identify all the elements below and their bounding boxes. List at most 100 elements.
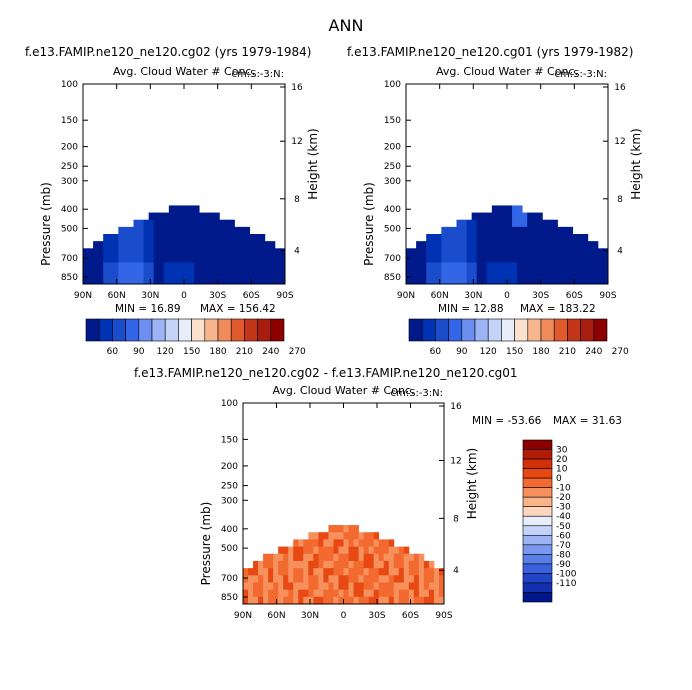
field-cell bbox=[471, 255, 478, 263]
field-cell bbox=[537, 241, 543, 249]
field-cell bbox=[471, 262, 478, 271]
field-cell bbox=[496, 262, 503, 271]
colorbar-2-box bbox=[522, 544, 553, 555]
field-cell bbox=[93, 269, 99, 278]
field-cell bbox=[269, 255, 276, 263]
field-cell bbox=[542, 219, 548, 228]
field-cell bbox=[476, 269, 483, 278]
colorbar-2-box bbox=[522, 554, 553, 565]
field-cell bbox=[194, 241, 200, 249]
field-cell bbox=[168, 262, 175, 271]
panel-2-y-tick-label: 200 bbox=[221, 462, 238, 472]
field-cell bbox=[173, 212, 180, 221]
field-cell bbox=[273, 596, 279, 605]
field-cell bbox=[431, 248, 437, 256]
field-cell bbox=[537, 276, 543, 285]
field-cell bbox=[209, 241, 215, 249]
field-cell bbox=[133, 234, 139, 242]
field-cell bbox=[348, 589, 354, 598]
field-cell bbox=[168, 269, 175, 278]
panel-title-cg02: f.e13.FAMIP.ne120_ne120.cg02 (yrs 1979-1… bbox=[25, 45, 312, 59]
field-cell bbox=[388, 539, 395, 547]
field-cell bbox=[279, 262, 286, 271]
colorbar-2-box bbox=[522, 563, 553, 574]
field-cell bbox=[214, 269, 220, 278]
field-cell bbox=[293, 560, 299, 569]
field-cell bbox=[368, 596, 375, 605]
field-cell bbox=[313, 539, 319, 547]
field-cell bbox=[438, 589, 445, 598]
field-cell bbox=[582, 269, 589, 278]
field-cell bbox=[343, 546, 349, 555]
field-cell bbox=[214, 262, 220, 271]
field-cell bbox=[353, 589, 359, 598]
field-cell bbox=[249, 276, 256, 285]
field-cell bbox=[303, 560, 309, 569]
field-cell bbox=[481, 234, 488, 242]
field-cell bbox=[278, 568, 284, 576]
field-cell bbox=[318, 546, 324, 555]
field-cell bbox=[244, 255, 251, 263]
field-cell bbox=[178, 226, 185, 235]
field-cell bbox=[244, 269, 251, 278]
field-cell bbox=[597, 262, 604, 271]
min-value-cg02: MIN = 16.89 bbox=[115, 303, 181, 315]
field-cell bbox=[88, 248, 94, 256]
field-cell bbox=[441, 269, 447, 278]
field-cell bbox=[421, 269, 427, 278]
field-cell bbox=[522, 212, 528, 221]
field-cell bbox=[466, 262, 473, 271]
field-cell bbox=[153, 269, 160, 278]
field-cell bbox=[552, 241, 558, 249]
field-cell bbox=[103, 248, 109, 256]
field-cell bbox=[229, 241, 235, 249]
field-cell bbox=[184, 269, 190, 278]
field-cell bbox=[363, 596, 370, 605]
field-cell bbox=[239, 276, 245, 285]
field-cell bbox=[113, 255, 119, 263]
field-cell bbox=[363, 532, 370, 540]
field-cell bbox=[542, 269, 548, 278]
field-cell bbox=[567, 226, 574, 235]
field-cell bbox=[456, 276, 462, 285]
field-cell bbox=[403, 568, 410, 576]
field-cell bbox=[123, 255, 129, 263]
field-cell bbox=[248, 589, 254, 598]
field-cell bbox=[313, 560, 319, 569]
field-cell bbox=[353, 546, 359, 555]
field-cell bbox=[592, 255, 599, 263]
field-cell bbox=[118, 269, 124, 278]
field-cell bbox=[108, 269, 114, 278]
field-cell bbox=[403, 582, 410, 591]
field-cell bbox=[476, 219, 483, 228]
field-cell bbox=[143, 269, 150, 278]
colorbar-1-box bbox=[580, 318, 595, 342]
field-cell bbox=[98, 241, 104, 249]
field-cell bbox=[547, 262, 553, 271]
colorbar-0-box bbox=[151, 318, 166, 342]
field-cell bbox=[98, 262, 104, 271]
colorbar-2-label: -10 bbox=[556, 484, 571, 494]
field-cell bbox=[532, 248, 538, 256]
field-cell bbox=[373, 553, 380, 562]
field-cell bbox=[431, 241, 437, 249]
field-cell bbox=[178, 241, 185, 249]
field-cell bbox=[138, 241, 144, 249]
field-cell bbox=[263, 553, 269, 562]
field-cell bbox=[388, 553, 395, 562]
field-cell bbox=[353, 568, 359, 576]
field-cell bbox=[103, 269, 109, 278]
field-cell bbox=[466, 248, 473, 256]
field-cell bbox=[436, 248, 442, 256]
field-cell bbox=[178, 269, 185, 278]
field-cell bbox=[476, 212, 483, 221]
field-cell bbox=[343, 553, 349, 562]
field-cell bbox=[512, 269, 518, 278]
field-cell bbox=[269, 269, 276, 278]
field-cell bbox=[413, 582, 420, 591]
field-cell bbox=[408, 553, 415, 562]
field-cell bbox=[466, 241, 473, 249]
field-cell bbox=[486, 241, 493, 249]
panel-2-subtitle: Avg. Cloud Water # Conc. bbox=[273, 384, 415, 397]
field-cell bbox=[512, 226, 518, 235]
